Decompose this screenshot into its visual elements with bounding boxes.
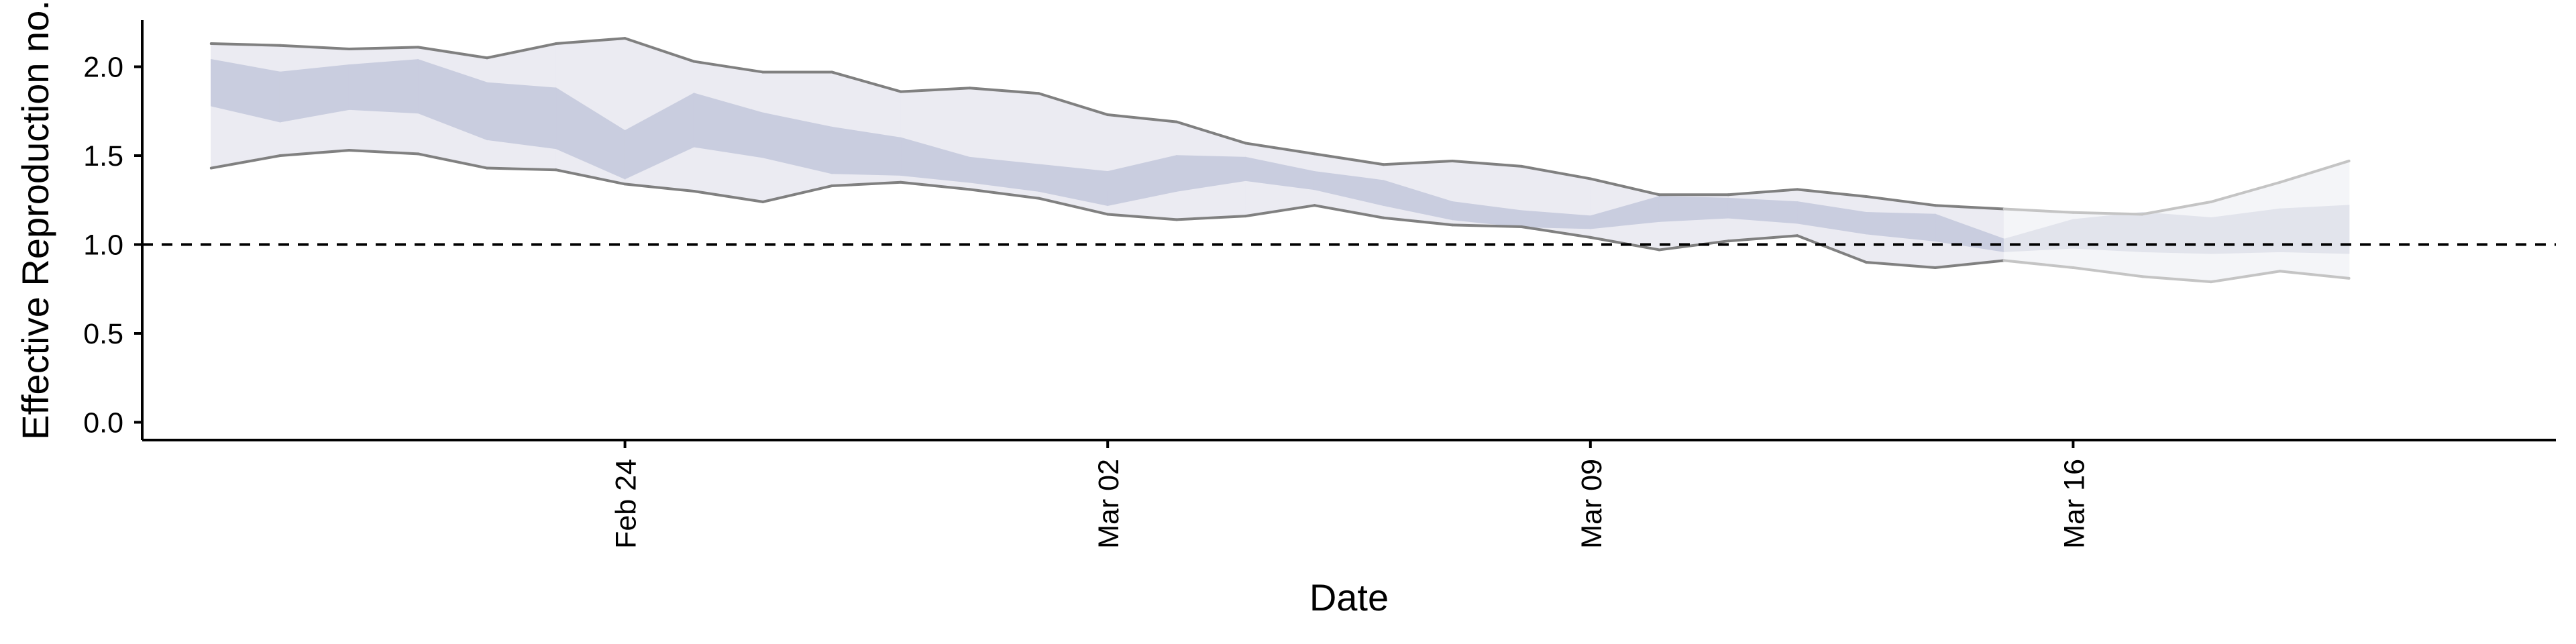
x-axis-ticks: Feb 24 Mar 02 Mar 09 Mar 16 [610,440,2090,549]
x-tick-label: Mar 02 [1093,459,1125,549]
lower-bound-segment [1382,216,1454,227]
lower-bound-segment [1037,197,1110,216]
y-tick-label: 0.5 [83,318,123,350]
lower-bound-segment [830,180,902,188]
lower-bound-segment [1451,223,1523,228]
upper-bound-segment [1175,120,1247,145]
upper-bound-segment [1382,159,1454,166]
upper-bound-segment [554,37,627,46]
upper-bound-segment [1520,164,1592,180]
lower-bound-segment [2141,275,2212,284]
lower-bound-segment [1313,204,1385,219]
lower-bound-segment [1520,225,1592,239]
x-tick-label: Mar 16 [2058,459,2090,549]
upper-bound-segment [278,44,351,50]
upper-bound-segment [899,87,971,93]
x-axis-title: Date [1309,576,1389,619]
lower-bound-segment [899,180,971,191]
upper-bound-segment [692,60,765,74]
y-axis-title: Effective Reproduction no. [14,0,56,440]
upper-bound-segment [968,87,1040,95]
lower-bound-segment [1106,213,1178,221]
upper-bound-segment [1313,152,1385,166]
lower-bound-segment [347,149,420,156]
upper-bound-segment [1451,159,1523,168]
upper-bound-segment [1727,188,1799,197]
lower-bound-segment [1727,234,1799,243]
upper-bound-segment [1106,113,1178,123]
lower-bound-segment [1175,215,1247,221]
upper-bound-segment [1244,142,1316,156]
lower-bound-segment [1244,204,1316,218]
band-50-segment [1658,196,1729,222]
upper-bound-segment [830,70,902,93]
upper-bound-segment [2141,200,2212,216]
lower-bound-segment [2002,259,2075,269]
upper-bound-segment [2210,180,2282,203]
band-50-segment [486,82,557,150]
lower-bound-segment [2072,266,2144,278]
band-50-segment [348,59,419,114]
upper-bound-segment [2072,211,2144,216]
upper-bound-segment [1037,92,1110,117]
upper-bound-segment [209,42,282,47]
lower-bound-segment [623,182,696,193]
interval-bound-lines [209,37,2351,284]
y-tick-label: 1.5 [83,140,123,172]
upper-bound-segment [417,46,488,60]
lower-bound-segment [1933,259,2006,269]
lower-bound-segment [1658,239,1730,252]
lower-bound-segment [2278,270,2351,280]
band-50-segment [2141,211,2212,254]
lower-bound-segment [968,188,1040,200]
upper-bound-segment [1865,195,1937,207]
lower-bound-segment [417,152,488,170]
band-50-layer [211,58,2350,254]
upper-bound-segment [347,46,420,50]
lower-bound-segment [554,168,627,186]
y-tick-label: 0.0 [83,407,123,439]
lower-bound-segment [2210,270,2282,284]
upper-bound-segment [623,37,696,63]
lower-bound-segment [692,190,765,203]
y-tick-label: 1.0 [83,229,123,262]
lower-bound-segment [486,166,557,172]
y-tick-label: 2.0 [83,52,123,84]
lower-bound-segment [1865,261,1937,269]
lower-bound-segment [209,154,282,170]
upper-bound-segment [2278,159,2351,184]
upper-bound-segment [1933,204,2006,211]
lower-bound-segment [278,149,351,157]
y-axis-ticks: 0.0 0.5 1.0 1.5 2.0 [83,52,142,439]
lower-bound-segment [761,184,833,203]
x-tick-label: Feb 24 [610,459,643,549]
upper-bound-segment [2002,207,2075,214]
x-tick-label: Mar 09 [1576,459,1608,549]
band-50-segment [2279,205,2350,254]
lower-bound-segment [1796,234,1868,264]
upper-bound-segment [486,42,557,60]
upper-bound-segment [1589,177,1661,197]
upper-bound-segment [1796,188,1868,198]
